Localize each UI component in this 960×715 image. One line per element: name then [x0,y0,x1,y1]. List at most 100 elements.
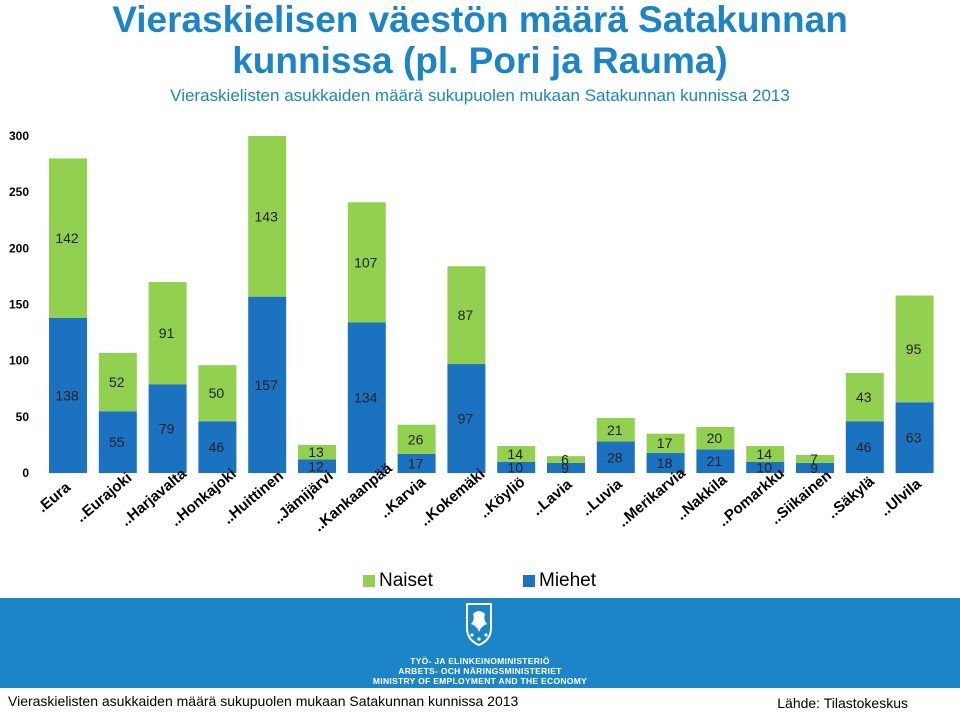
bar-naiset [347,202,386,323]
bar-miehet [596,441,635,473]
y-tick-label: 150 [9,298,29,312]
data-label-miehet: 138 [55,387,79,403]
data-label-naiset: 43 [856,389,872,405]
bar-naiset [298,444,336,460]
category-label: ..Lavia [529,476,576,519]
bar-naiset [497,446,536,462]
bar-miehet [845,421,884,473]
category-label: .Eura [34,479,74,517]
y-tick-label: 300 [9,129,29,143]
data-label-miehet: 97 [458,411,474,427]
bar-naiset [895,295,934,403]
bar-naiset [696,426,735,450]
data-label-miehet: 10 [756,459,772,475]
bar-miehet [397,453,436,473]
legend-item-naiset: Naiset [363,570,433,592]
y-tick-label: 50 [16,410,30,424]
footer-bar [0,688,960,715]
chart-title-line2: kunnissa (pl. Pori ja Rauma) [232,40,728,81]
bar-miehet [646,452,685,473]
y-tick-label: 200 [9,241,29,255]
y-tick-label: 0 [22,466,29,480]
data-label-miehet: 17 [408,455,424,471]
data-label-naiset: 142 [55,230,79,246]
bar-naiset [248,136,287,297]
data-label-naiset: 87 [458,307,474,323]
bar-miehet [148,384,187,473]
bar-miehet [895,402,934,473]
data-label-naiset: 21 [607,422,623,438]
data-label-naiset: 26 [408,431,424,447]
bar-naiset [397,424,436,454]
data-label-miehet: 134 [354,390,378,406]
data-label-miehet: 12 [308,458,324,474]
category-label: ..Ulvila [877,475,925,520]
data-label-naiset: 14 [507,446,523,462]
bar-naiset [596,417,635,442]
data-label-naiset: 17 [657,435,673,451]
data-label-naiset: 7 [810,451,818,467]
bar-miehet [547,462,585,473]
legend-swatch-miehet [523,574,535,587]
bar-miehet [696,449,735,473]
legend-item-miehet: Miehet [523,570,596,592]
bar-miehet [98,411,137,473]
bar-naiset [547,456,585,463]
category-label: ..Kokemäki [417,466,489,530]
footer-caption: Vieraskielisten asukkaiden määrä sukupuo… [8,693,519,709]
ministry-name-en: MINISTRY OF EMPLOYMENT AND THE ECONOMY [372,676,588,686]
data-label-miehet: 46 [209,439,225,455]
bar-miehet [497,461,536,473]
data-label-naiset: 6 [561,452,569,468]
data-label-miehet: 63 [906,430,922,446]
data-label-miehet: 28 [607,449,623,465]
category-label: ..Merikarvia [615,464,690,531]
bar-miehet [49,317,87,473]
data-label-miehet: 79 [159,421,175,437]
data-label-naiset: 52 [109,374,125,390]
data-label-naiset: 107 [354,254,378,270]
y-tick-label: 250 [9,185,29,199]
data-label-miehet: 55 [109,434,125,450]
bar-naiset [148,282,187,385]
chart-subtitle: Vieraskielisten asukkaiden määrä sukupuo… [170,86,790,105]
bar-miehet [248,296,287,473]
bar-miehet [796,462,834,473]
data-label-miehet: 9 [810,460,818,476]
bar-miehet [746,461,785,473]
data-label-naiset: 95 [906,341,922,357]
legend-label-naiset: Naiset [379,570,433,591]
data-label-naiset: 143 [255,208,279,224]
bar-naiset [845,373,884,422]
y-tick-label: 100 [9,354,29,368]
data-label-miehet: 21 [707,453,723,469]
bar-naiset [198,365,237,422]
bar-miehet [447,364,486,473]
footer-source: Lähde: Tilastokeskus [777,695,908,711]
bar-naiset [646,433,685,453]
bar-miehet [198,421,237,473]
data-label-miehet: 9 [561,460,569,476]
bar-naiset [746,446,785,462]
chart-title-line1: Vieraskielisen väestön määrä Satakunnan [112,0,848,40]
data-label-miehet: 10 [507,459,523,475]
bar-naiset [796,455,834,463]
data-label-naiset: 13 [308,444,324,460]
data-label-miehet: 18 [657,455,673,471]
data-label-miehet: 46 [856,439,872,455]
lion-emblem-icon [466,603,492,646]
data-label-naiset: 14 [756,446,772,462]
ministry-name-fi: TYÖ- JA ELINKEINOMINISTERIÖ [410,656,550,666]
bar-naiset [49,158,87,318]
stacked-bar-chart: 050100150200250300138142.Eura5552..Euraj… [9,129,934,535]
legend-swatch-naiset [363,574,375,587]
ministry-name-sv: ARBETS- OCH NÄRINGSMINISTERIET [398,666,562,676]
data-label-naiset: 20 [707,430,723,446]
data-label-naiset: 91 [159,325,175,341]
data-label-miehet: 157 [255,377,279,393]
bar-naiset [447,266,486,365]
data-label-naiset: 50 [209,385,225,401]
bar-miehet [347,322,386,473]
bar-naiset [98,352,137,412]
legend-label-miehet: Miehet [539,570,597,591]
